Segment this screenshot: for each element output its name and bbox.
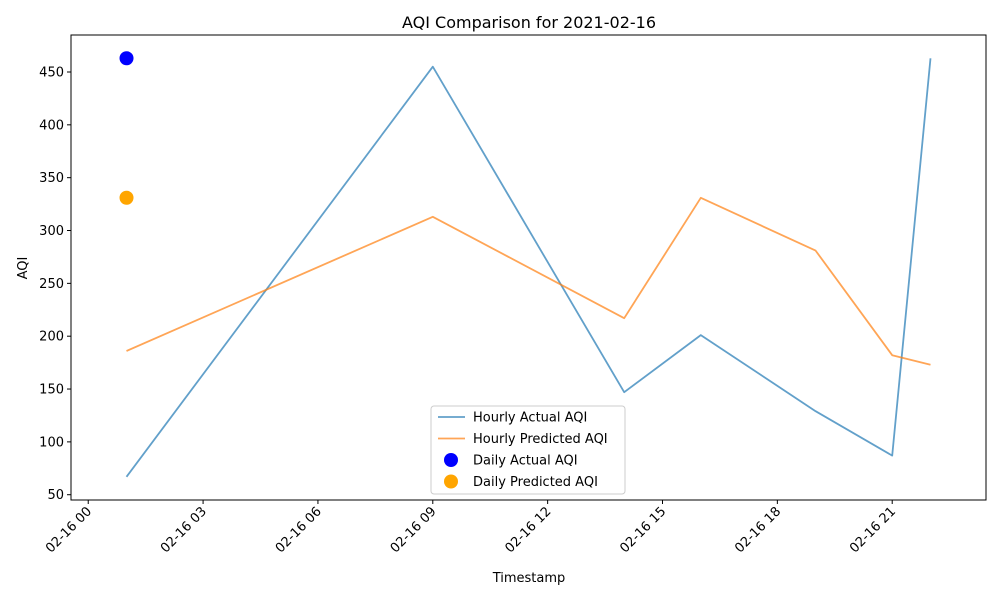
x-tick-label: 02-16 18 — [732, 504, 784, 556]
x-axis-label: Timestamp — [492, 571, 566, 586]
plot-frame — [70, 34, 987, 501]
legend-label: Hourly Predicted AQI — [473, 432, 608, 447]
y-tick-label: 350 — [39, 171, 64, 186]
scatter-point-3-0 — [119, 190, 134, 205]
y-tick-label: 50 — [47, 488, 64, 503]
y-tick-label: 200 — [39, 330, 64, 345]
y-tick-label: 100 — [39, 435, 64, 450]
legend-label: Hourly Actual AQI — [473, 411, 587, 426]
y-tick-label: 300 — [39, 224, 64, 239]
series-line-0 — [125, 58, 932, 478]
y-tick-label: 400 — [39, 118, 64, 133]
x-tick-label: 02-16 15 — [617, 504, 669, 556]
legend-box — [430, 405, 626, 495]
x-tick-label: 02-16 00 — [43, 504, 95, 556]
chart-title: AQI Comparison for 2021-02-16 — [402, 13, 656, 32]
plot-area — [119, 51, 932, 478]
scatter-point-2-0 — [119, 51, 134, 66]
y-tick-label: 450 — [39, 65, 64, 80]
x-tick-label: 02-16 03 — [158, 504, 210, 556]
y-tick-label: 150 — [39, 383, 64, 398]
legend-swatch-dot — [444, 453, 458, 467]
legend-swatch-dot — [444, 474, 458, 489]
legend: Hourly Actual AQI Hourly Predicted AQI Dai… — [430, 405, 626, 495]
legend-label: Daily Actual AQI — [473, 454, 578, 469]
x-tick-label: 02-16 09 — [388, 504, 440, 556]
y-tick-label: 250 — [39, 277, 64, 292]
y-axis-label: AQI — [16, 257, 31, 280]
x-tick-label: 02-16 06 — [273, 504, 325, 556]
series-line-1 — [126, 196, 931, 366]
legend-label: Daily Predicted AQI — [473, 475, 598, 490]
x-tick-label: 02-16 12 — [503, 504, 555, 556]
x-tick-label: 02-16 21 — [847, 504, 899, 556]
